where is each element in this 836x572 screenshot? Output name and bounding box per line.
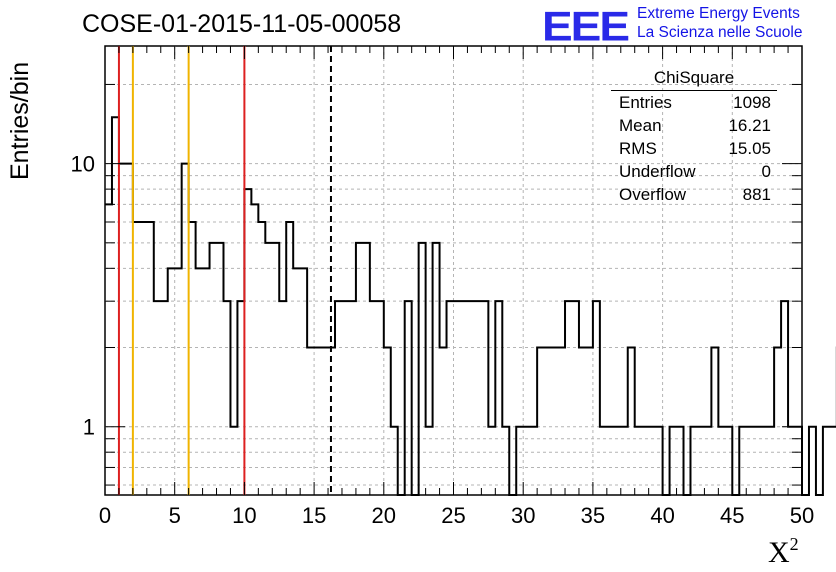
stats-title: ChiSquare	[611, 66, 777, 91]
x-tick-label: 25	[441, 503, 465, 528]
stats-box: ChiSquare Entries 1098 Mean 16.21 RMS 15…	[611, 66, 777, 210]
histogram-series	[105, 116, 836, 496]
stats-label: RMS	[619, 139, 657, 158]
x-tick-label: 10	[232, 503, 256, 528]
stats-row: Entries 1098	[611, 91, 777, 114]
y-tick-label: 10	[71, 152, 95, 177]
x-tick-label: 35	[581, 503, 605, 528]
x-tick-label: 30	[511, 503, 535, 528]
stats-row: Mean 16.21	[611, 114, 777, 137]
logo-line-2: La Scienza nelle Scuole	[637, 24, 803, 41]
histogram-line	[105, 116, 836, 496]
x-tick-label: 5	[169, 503, 181, 528]
chart-title: COSE-01-2015-11-05-00058	[82, 10, 402, 38]
axis-ticks	[104, 46, 803, 495]
y-axis-label: Entries/bin	[6, 61, 34, 180]
stats-label: Overflow	[619, 185, 687, 204]
reference-lines	[117, 46, 332, 495]
stats-row: RMS 15.05	[611, 137, 777, 160]
eee-logo: EEE	[542, 2, 630, 50]
stats-value: 881	[742, 185, 771, 204]
x-tick-label: 50	[790, 503, 814, 528]
stats-row: Underflow 0	[611, 160, 777, 183]
stats-row: Overflow 881	[611, 183, 777, 206]
logo-line-1: Extreme Energy Events	[637, 5, 800, 22]
gridlines	[105, 46, 802, 495]
x-tick-label: 40	[650, 503, 674, 528]
stats-label: Entries	[619, 93, 672, 112]
stats-value: 16.21	[728, 116, 771, 135]
stats-value: 1098	[733, 93, 771, 112]
stats-value: 0	[761, 162, 771, 181]
tick-labels: 0 5 10 15 20 25 30 35 40 45 50 1 10	[71, 152, 815, 528]
x-axis-label: X2	[768, 534, 799, 569]
stats-label: Mean	[619, 116, 662, 135]
stats-label: Underflow	[619, 162, 696, 181]
x-tick-label: 45	[720, 503, 744, 528]
x-tick-label: 0	[99, 503, 111, 528]
stats-value: 15.05	[728, 139, 771, 158]
x-tick-label: 15	[302, 503, 326, 528]
y-tick-label: 1	[83, 415, 95, 440]
x-tick-label: 20	[372, 503, 396, 528]
